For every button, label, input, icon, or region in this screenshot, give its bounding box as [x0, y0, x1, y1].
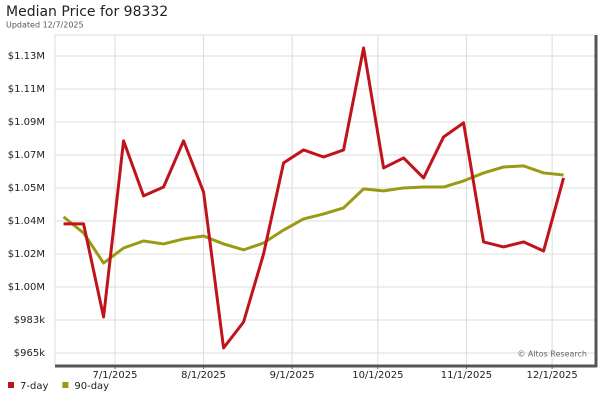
chart-subtitle: Updated 12/7/2025 [6, 21, 84, 30]
plot-area [54, 34, 596, 366]
x-tick-label: 7/1/2025 [93, 370, 138, 381]
y-tick-label: $1.04M [8, 216, 45, 227]
x-tick-label: 12/1/2025 [527, 370, 578, 381]
series-line [63, 46, 566, 350]
y-tick-label: $1.00M [8, 282, 45, 293]
legend-swatch [8, 382, 14, 388]
watermark: © Altos Research [517, 350, 587, 359]
y-tick-label: $965k [14, 348, 45, 359]
legend-label: 7-day [20, 381, 48, 392]
y-tick-label: $983k [14, 315, 45, 326]
x-tick-label: 9/1/2025 [270, 370, 315, 381]
y-tick-label: $1.13M [8, 51, 45, 62]
y-tick-label: $1.09M [8, 117, 45, 128]
x-tick-label: 10/1/2025 [352, 370, 403, 381]
x-tick-label: 8/1/2025 [181, 370, 226, 381]
y-tick-label: $1.02M [8, 249, 45, 260]
legend-label: 90-day [74, 381, 109, 392]
x-tick-label: 11/1/2025 [441, 370, 492, 381]
chart-title: Median Price for 98332 [6, 4, 168, 20]
series-line [62, 164, 564, 265]
y-tick-label: $1.05M [8, 183, 45, 194]
legend-swatch [62, 382, 69, 388]
y-tick-label: $1.11M [8, 84, 45, 95]
y-tick-label: $1.07M [8, 150, 45, 161]
